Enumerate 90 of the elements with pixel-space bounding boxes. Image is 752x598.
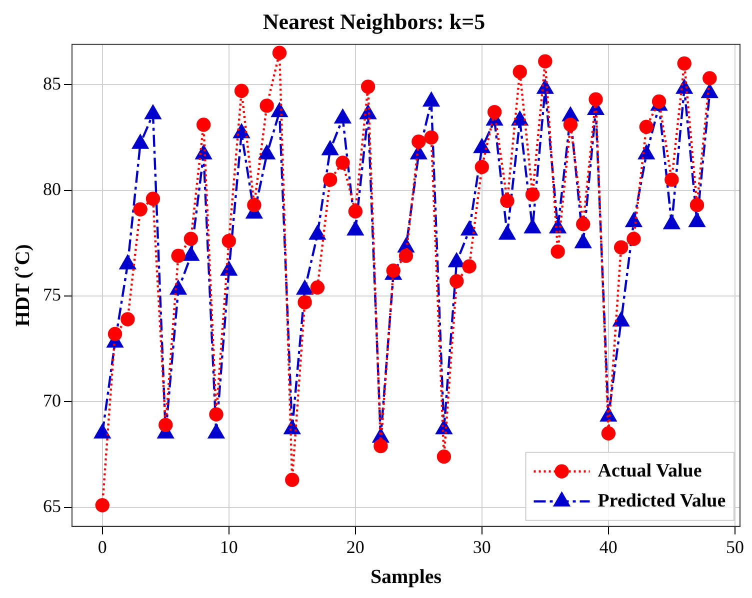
legend-label: Predicted Value [598,490,726,512]
y-tick-label: 75 [43,284,61,305]
point [448,253,465,268]
point [309,226,326,240]
point [690,198,704,212]
point [474,160,490,174]
point [499,226,516,240]
x-axis-title: Samples [370,566,442,588]
point [563,118,578,132]
point [487,104,502,120]
point [601,426,616,440]
point [525,187,540,202]
point [298,295,312,310]
point [120,255,136,270]
point [171,248,186,263]
point [322,172,338,187]
point [144,105,161,120]
point [120,312,135,326]
point [209,407,224,422]
y-axis-title: HDT (˚C) [12,244,34,327]
point [588,92,603,106]
point [550,244,565,259]
point [398,248,414,263]
point [334,109,351,124]
point [702,71,717,86]
point [702,84,718,98]
point [664,214,680,230]
point [310,280,325,295]
point [412,134,426,149]
point [322,141,338,156]
point [272,46,287,60]
point [95,498,110,512]
point [133,202,148,216]
legend-label: Actual Value [598,460,702,482]
point [348,204,362,219]
point [170,280,186,295]
point [576,216,590,232]
x-tick-label: 0 [98,536,107,557]
x-tick-label: 30 [472,536,491,557]
point [285,472,300,487]
x-tick-label: 50 [726,536,744,557]
point [208,424,224,438]
point [260,98,274,113]
point [639,120,654,134]
chart-title: Nearest Neighbors: k=5 [262,8,486,34]
y-tick-label: 65 [43,496,61,516]
point [638,145,654,160]
point [474,138,490,154]
point [664,172,679,187]
y-tick-label: 80 [43,179,61,200]
point [614,240,628,254]
point [450,274,464,288]
point [677,56,692,71]
point [436,450,452,464]
point [247,198,262,212]
point [462,259,476,274]
y-tick-label: 70 [43,390,61,410]
point [374,438,388,454]
point [158,418,173,432]
point [132,134,148,149]
point [182,246,199,261]
point [626,232,641,246]
point [461,221,478,236]
point [688,212,706,228]
point [538,54,552,68]
point [613,312,630,326]
point [500,194,514,208]
point [575,234,592,248]
point [94,424,110,438]
point [512,64,527,79]
point [296,280,313,295]
point [108,326,122,342]
point [524,219,541,234]
point [184,232,198,246]
x-tick-label: 40 [599,536,618,557]
point [146,192,160,206]
point [258,145,275,160]
point [196,118,211,132]
point [222,234,236,248]
point [424,130,438,145]
point [423,92,440,107]
point [336,156,350,170]
point [360,80,376,94]
x-tick-label: 20 [346,536,364,557]
point [626,212,642,228]
x-tick-label: 10 [220,536,238,557]
point [220,262,237,276]
point [347,221,364,236]
y-tick-label: 85 [43,73,61,94]
point [234,84,249,98]
